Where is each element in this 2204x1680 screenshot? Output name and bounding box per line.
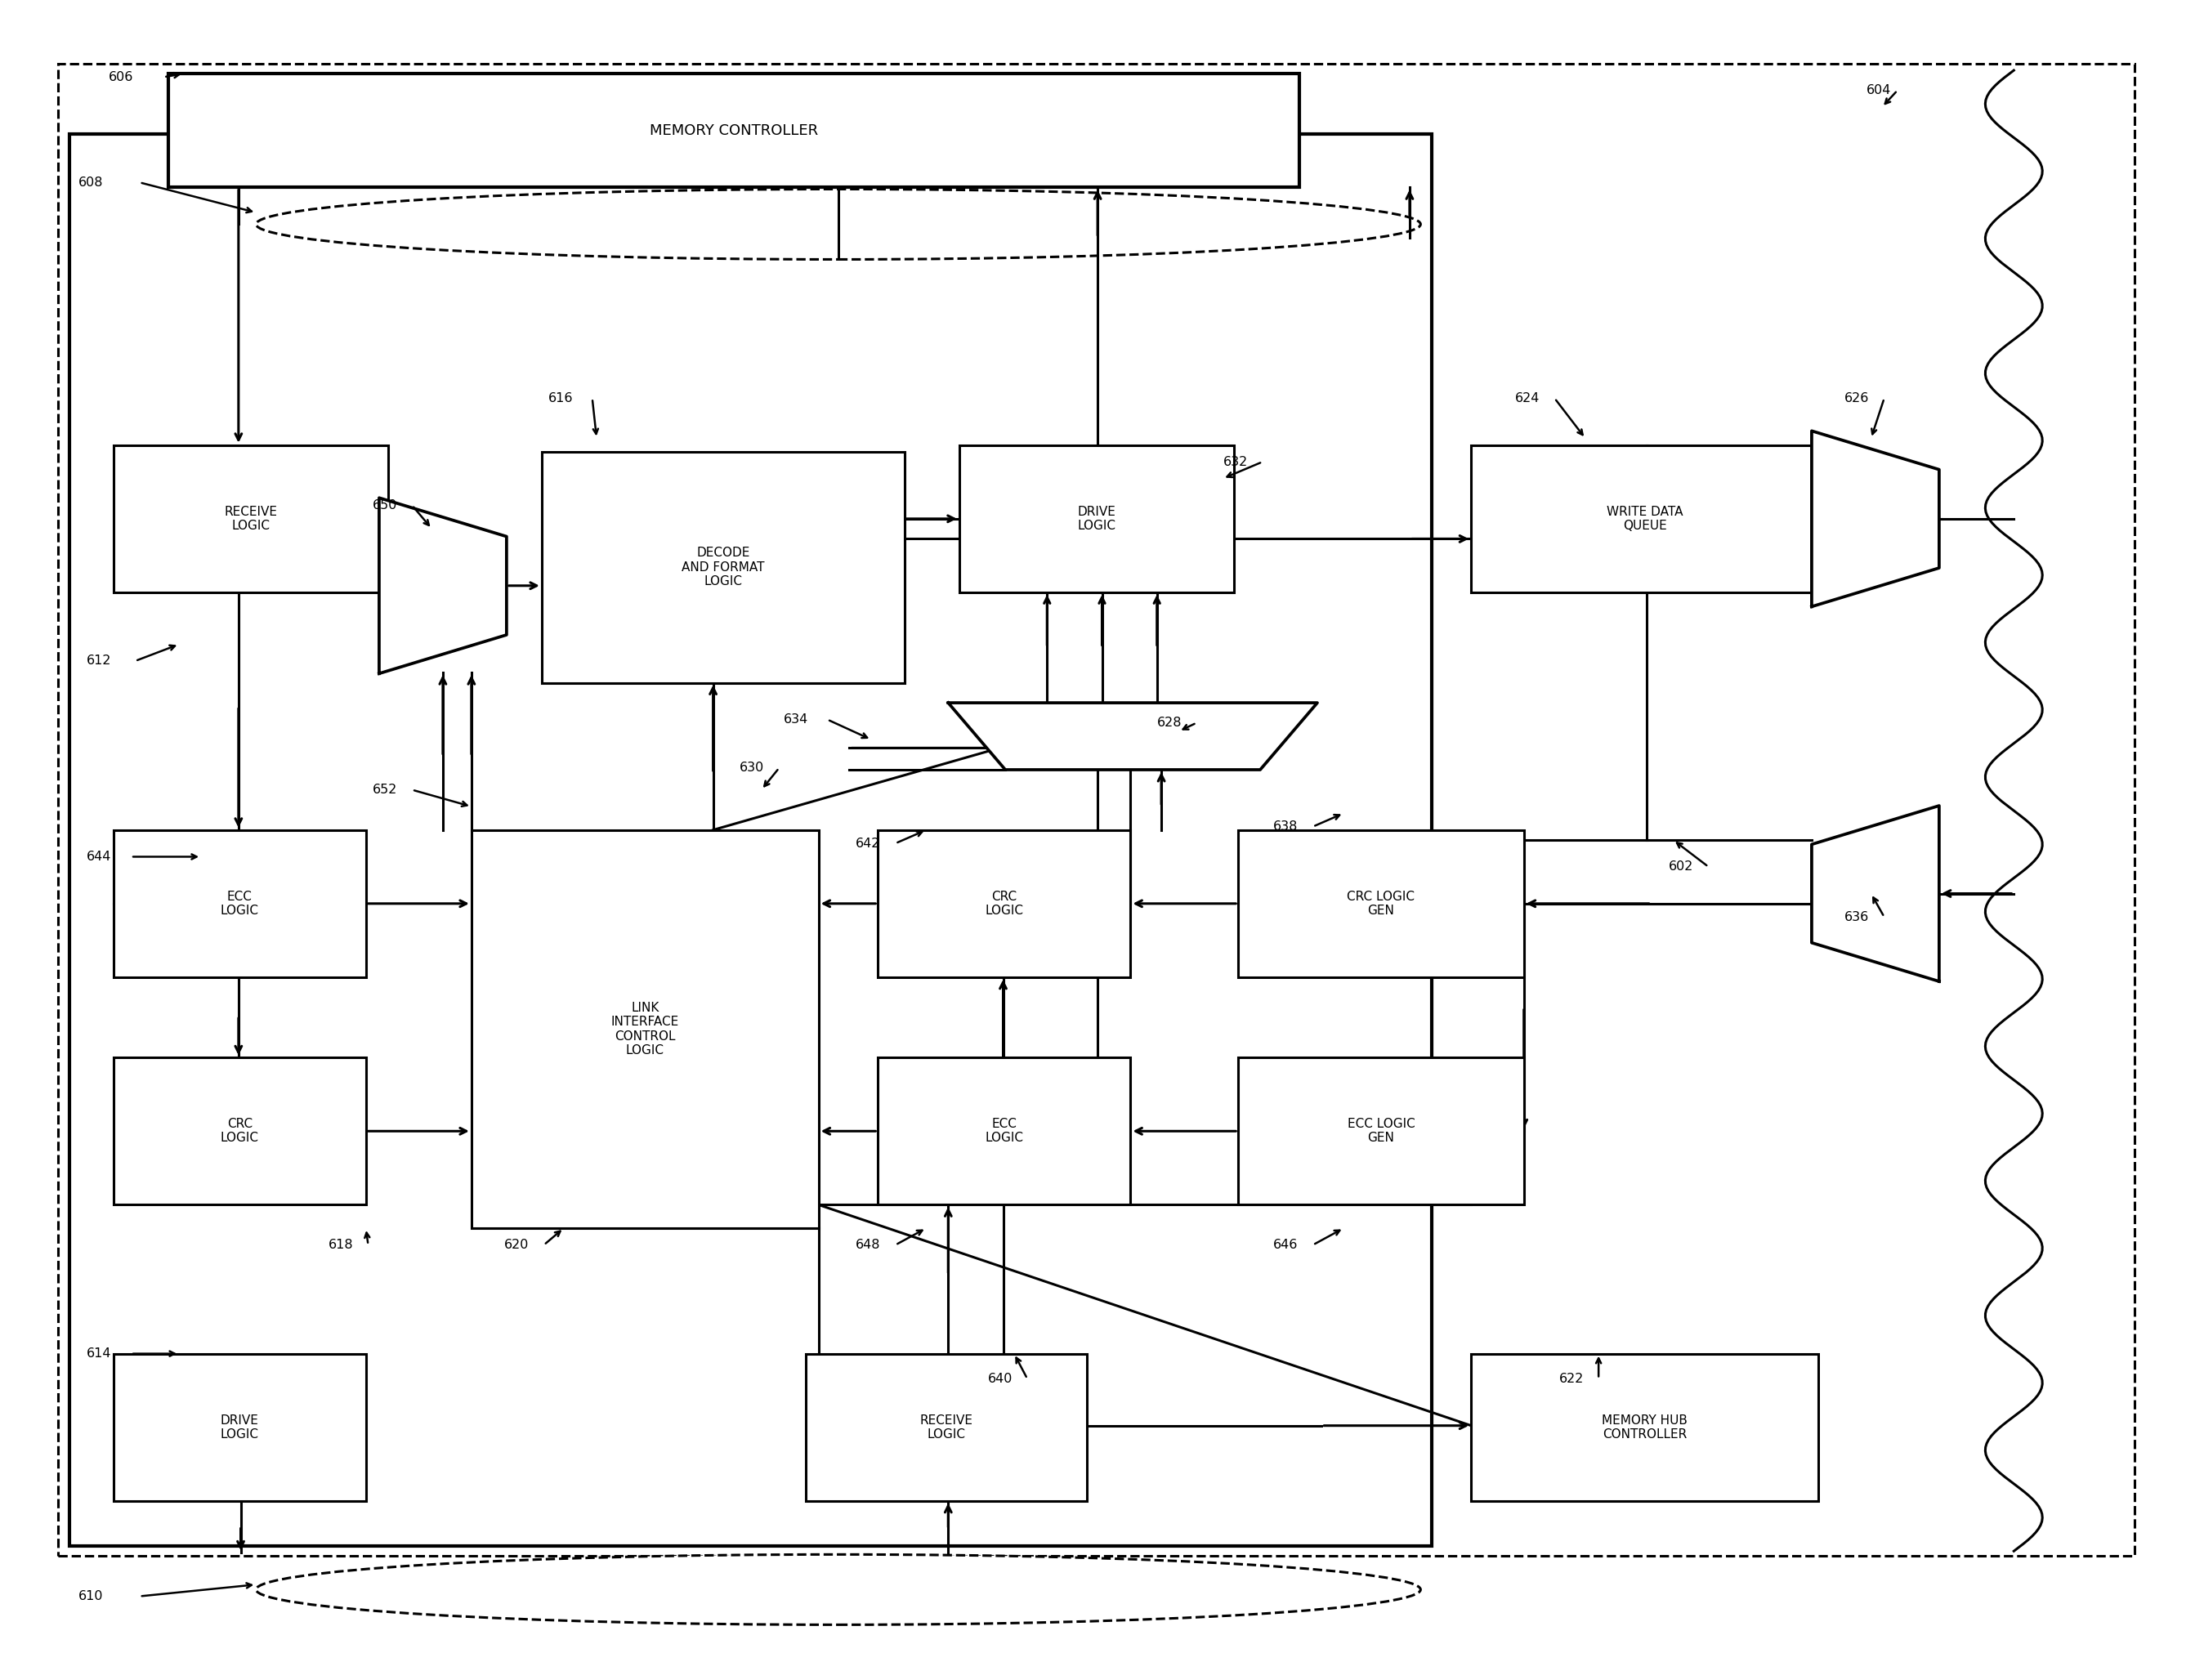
Text: 614: 614 [86,1347,112,1359]
FancyBboxPatch shape [112,1057,366,1205]
FancyBboxPatch shape [877,830,1131,978]
Text: 650: 650 [372,499,397,511]
FancyBboxPatch shape [1239,830,1523,978]
Text: 652: 652 [372,783,397,796]
Polygon shape [1812,806,1940,981]
Text: ECC LOGIC
GEN: ECC LOGIC GEN [1347,1117,1415,1144]
Text: LINK
INTERFACE
CONTROL
LOGIC: LINK INTERFACE CONTROL LOGIC [611,1001,679,1057]
Text: 602: 602 [1668,860,1693,874]
Text: 606: 606 [108,71,134,82]
Text: MEMORY HUB
CONTROLLER: MEMORY HUB CONTROLLER [1602,1415,1688,1440]
Polygon shape [948,702,1318,769]
Text: 640: 640 [987,1373,1012,1384]
Text: 632: 632 [1223,455,1247,469]
Text: 618: 618 [328,1238,353,1252]
Text: 608: 608 [77,176,104,188]
FancyBboxPatch shape [959,445,1234,593]
Text: 612: 612 [86,655,112,667]
Text: WRITE DATA
QUEUE: WRITE DATA QUEUE [1607,506,1684,533]
Text: 626: 626 [1845,391,1869,405]
Text: 620: 620 [505,1238,529,1252]
Text: 630: 630 [741,763,765,774]
FancyBboxPatch shape [1470,1354,1818,1500]
FancyBboxPatch shape [542,452,904,682]
Text: ECC
LOGIC: ECC LOGIC [985,1117,1023,1144]
Text: CRC
LOGIC: CRC LOGIC [220,1117,258,1144]
Ellipse shape [256,1554,1422,1625]
FancyBboxPatch shape [472,830,818,1228]
Text: 616: 616 [549,391,573,405]
Text: 642: 642 [855,837,882,850]
Text: MEMORY CONTROLLER: MEMORY CONTROLLER [650,123,818,138]
Polygon shape [1812,430,1940,606]
Text: 628: 628 [1157,717,1181,729]
Text: 634: 634 [782,714,809,726]
Text: 622: 622 [1558,1373,1585,1384]
Text: DECODE
AND FORMAT
LOGIC: DECODE AND FORMAT LOGIC [681,548,765,588]
FancyBboxPatch shape [804,1354,1087,1500]
FancyBboxPatch shape [877,1057,1131,1205]
Text: 636: 636 [1845,911,1869,922]
Polygon shape [379,497,507,674]
Text: 646: 646 [1274,1238,1298,1252]
FancyBboxPatch shape [1239,1057,1523,1205]
Text: DRIVE
LOGIC: DRIVE LOGIC [220,1415,258,1440]
FancyBboxPatch shape [112,830,366,978]
FancyBboxPatch shape [68,134,1433,1546]
FancyBboxPatch shape [168,74,1300,188]
FancyBboxPatch shape [112,445,388,593]
Text: 604: 604 [1867,84,1891,96]
Text: CRC
LOGIC: CRC LOGIC [985,890,1023,917]
Ellipse shape [256,190,1422,259]
FancyBboxPatch shape [1470,445,1818,593]
Text: 624: 624 [1514,391,1541,405]
Text: RECEIVE
LOGIC: RECEIVE LOGIC [225,506,278,533]
FancyBboxPatch shape [112,1354,366,1500]
Text: ECC
LOGIC: ECC LOGIC [220,890,258,917]
Text: CRC LOGIC
GEN: CRC LOGIC GEN [1347,890,1415,917]
Text: RECEIVE
LOGIC: RECEIVE LOGIC [919,1415,972,1440]
Text: DRIVE
LOGIC: DRIVE LOGIC [1078,506,1115,533]
Text: 648: 648 [855,1238,882,1252]
Text: 644: 644 [86,850,112,864]
Text: 638: 638 [1274,820,1298,833]
Text: 610: 610 [77,1591,104,1603]
